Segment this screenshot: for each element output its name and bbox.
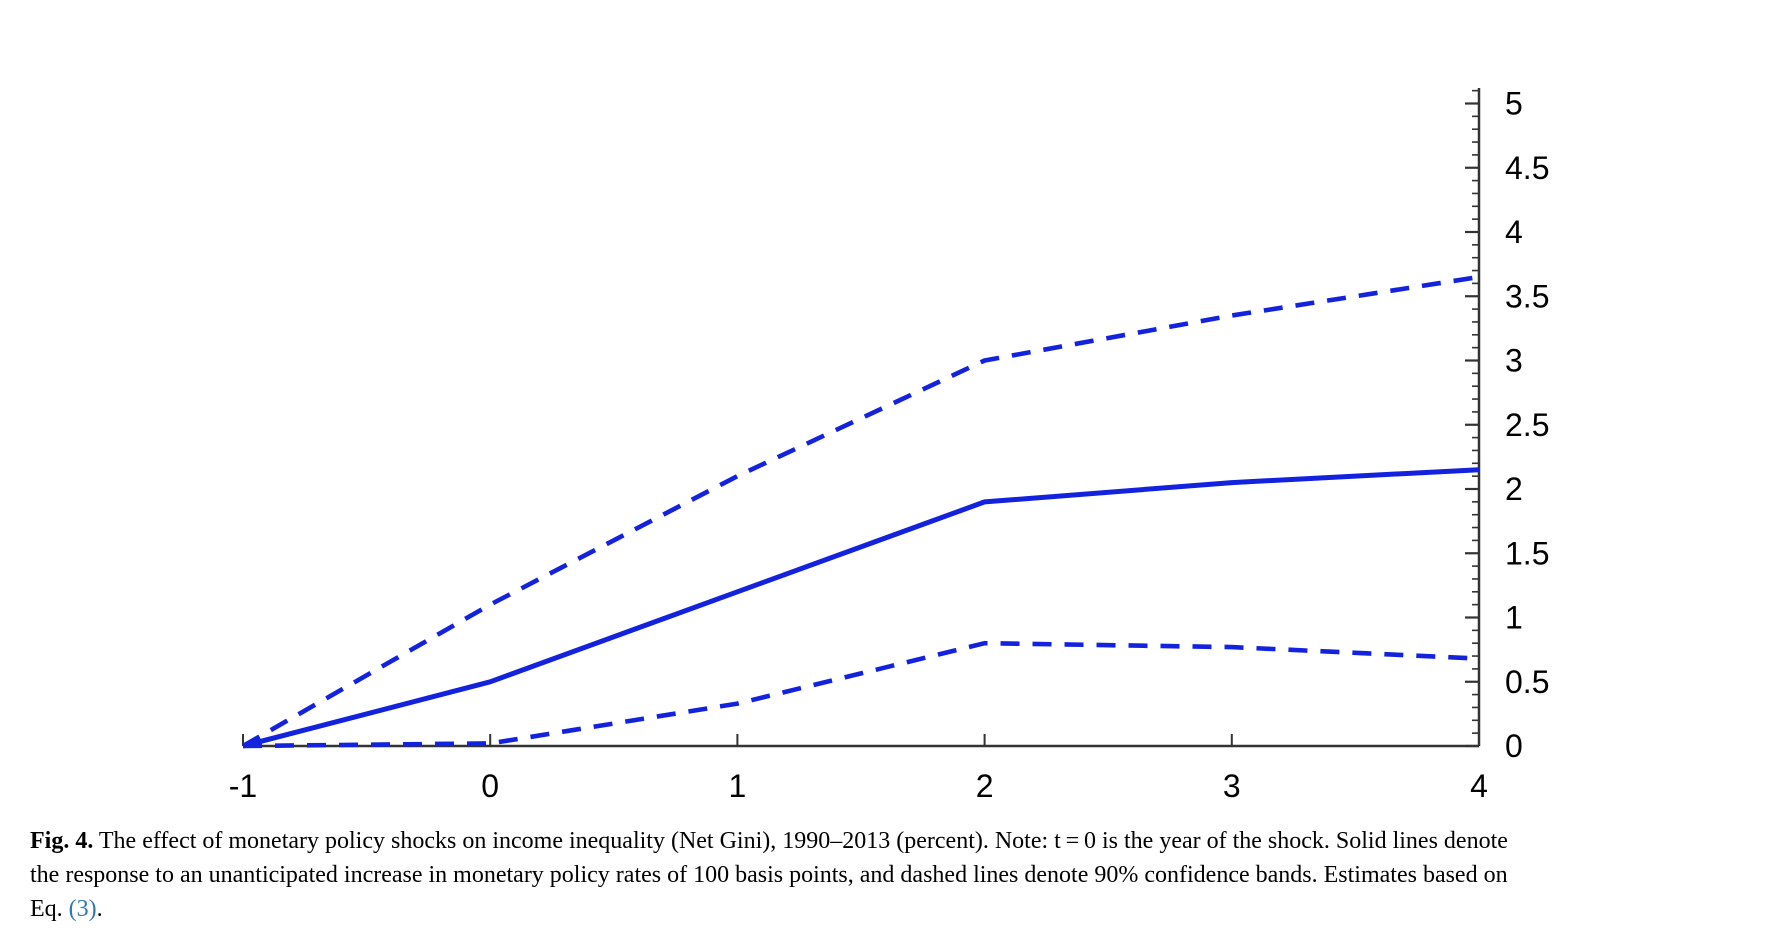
y-tick-label: 4 [1505, 214, 1523, 250]
lower-confidence-band-line [242, 640, 1480, 749]
y-tick-label: 5 [1505, 86, 1523, 122]
y-tick-label: 0.5 [1505, 664, 1549, 700]
y-tick-label: 0 [1505, 728, 1523, 764]
equation-link[interactable]: (3) [68, 896, 97, 922]
figure-number-label: Fig. 4. [30, 828, 94, 854]
y-tick-label: 3 [1505, 343, 1523, 379]
inequality-response-chart: -1 0 1 2 3 400.511.522.533.544.55 [229, 86, 1550, 805]
caption-text-3: Eq. [30, 896, 69, 922]
caption-line-2: the response to an unanticipated increas… [30, 858, 1754, 892]
caption-line-1: Fig. 4. The effect of monetary policy sh… [30, 824, 1754, 858]
x-tick-label: 2 [976, 768, 994, 804]
caption-text-3-end: . [96, 896, 103, 922]
y-tick-label: 3.5 [1505, 278, 1549, 314]
y-tick-label: 1 [1505, 600, 1523, 636]
y-tick-label: 2.5 [1505, 407, 1549, 443]
x-tick-label: -1 [229, 768, 257, 804]
y-tick-label: 4.5 [1505, 150, 1549, 186]
x-tick-label: 3 [1223, 768, 1241, 804]
y-axis: 0 0.5 1 1.5 2 2.5 3 3.5 4 4.5 5 [1465, 86, 1549, 764]
y-tick-label: 1.5 [1505, 535, 1549, 571]
caption-line-3: Eq. (3). [30, 892, 1754, 926]
x-tick-label: 0 [481, 768, 499, 804]
y-tick-label: 2 [1505, 471, 1523, 507]
caption-text-2: the response to an unanticipated increas… [30, 862, 1508, 888]
upper-confidence-band-line [241, 274, 1480, 748]
figure-caption: Fig. 4. The effect of monetary policy sh… [30, 824, 1754, 926]
chart-area: -1 0 1 2 3 4 0 0.5 1 1.5 2 2.5 3 3.5 4 4.5 5 [229, 86, 1550, 805]
x-tick-label: 1 [729, 768, 747, 804]
x-tick-label: 4 [1470, 768, 1488, 804]
caption-text-1: The effect of monetary policy shocks on … [93, 828, 1508, 854]
point-estimate-line [242, 467, 1480, 749]
